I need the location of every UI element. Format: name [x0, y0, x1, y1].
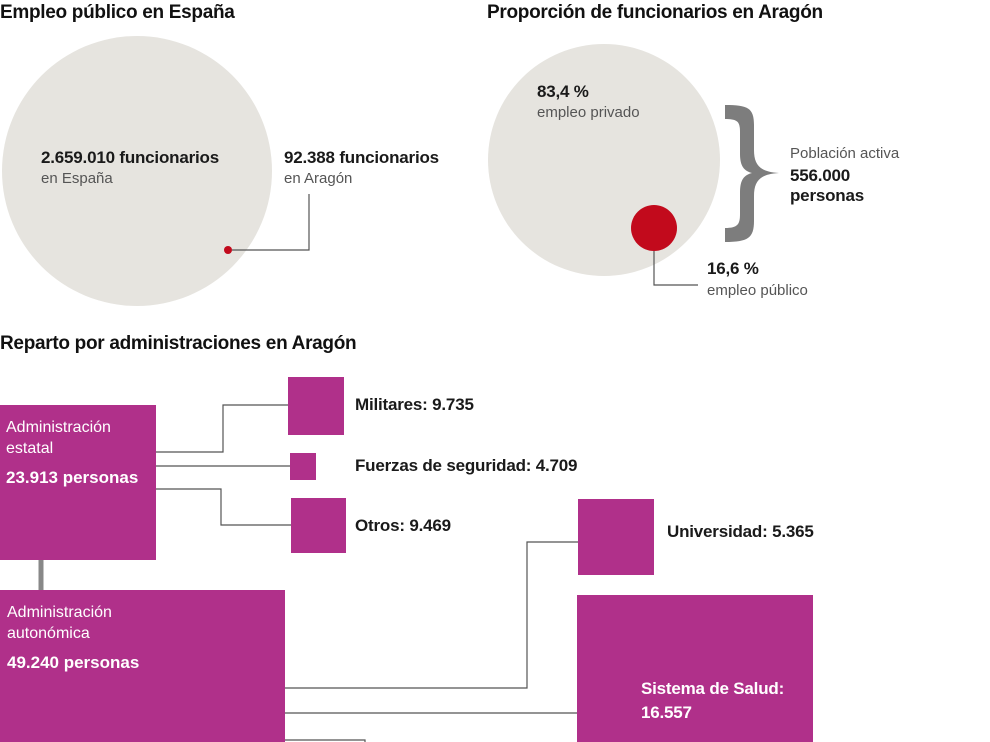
aragon-dot [224, 246, 232, 254]
otros-label: Otros: 9.469 [355, 516, 451, 535]
universidad-label: Universidad: 5.365 [667, 522, 814, 541]
section-title-proportion: Proporción de funcionarios en Aragón [487, 2, 823, 23]
autonomica-total: 49.240 personas [7, 653, 140, 672]
section-title-spain: Empleo público en España [0, 2, 235, 23]
militares-label: Militares: 9.735 [355, 395, 474, 414]
private-label: empleo privado [537, 104, 640, 121]
public-pct: 16,6 % [707, 259, 759, 278]
estatal-box: Administración estatal 23.913 personas [0, 405, 156, 560]
spain-subtitle: en España [41, 170, 113, 187]
autonomica-label-line2: autonómica [7, 625, 90, 642]
public-label: empleo público [707, 282, 808, 299]
aragon-value: 92.388 funcionarios [284, 148, 439, 167]
estatal-label-line1: Administración [6, 419, 111, 436]
estatal-total: 23.913 personas [6, 468, 139, 487]
public-employment-dot [631, 205, 677, 251]
fuerzas-box [290, 453, 316, 480]
spain-circle [2, 36, 272, 306]
active-population-circle [488, 44, 720, 276]
active-population-label: Población activa [790, 145, 900, 162]
public-leader-line [653, 251, 698, 286]
connector-otros [156, 488, 291, 526]
militares-box [288, 377, 344, 435]
salud-label-line1: Sistema de Salud: [641, 679, 785, 698]
connector-militares [156, 404, 288, 453]
connector-partial [285, 739, 366, 742]
salud-label-line2: 16.557 [641, 703, 692, 722]
active-population-value-1: 556.000 [790, 166, 851, 185]
connector-universidad [285, 541, 578, 689]
brace-icon [725, 105, 779, 242]
salud-box: Sistema de Salud: 16.557 [577, 595, 813, 742]
autonomica-label-line1: Administración [7, 604, 112, 621]
estatal-label-line2: estatal [6, 440, 54, 457]
active-population-value-2: personas [790, 186, 864, 205]
fuerzas-label: Fuerzas de seguridad: 4.709 [355, 456, 578, 475]
aragon-leader-line [232, 194, 310, 251]
otros-box [291, 498, 346, 553]
autonomica-box: Administración autonómica 49.240 persona… [0, 590, 285, 742]
section-title-distribution: Reparto por administraciones en Aragón [0, 333, 357, 354]
aragon-subtitle: en Aragón [284, 170, 353, 187]
private-pct: 83,4 % [537, 82, 589, 101]
spain-value: 2.659.010 funcionarios [41, 148, 219, 167]
universidad-box [578, 499, 654, 575]
